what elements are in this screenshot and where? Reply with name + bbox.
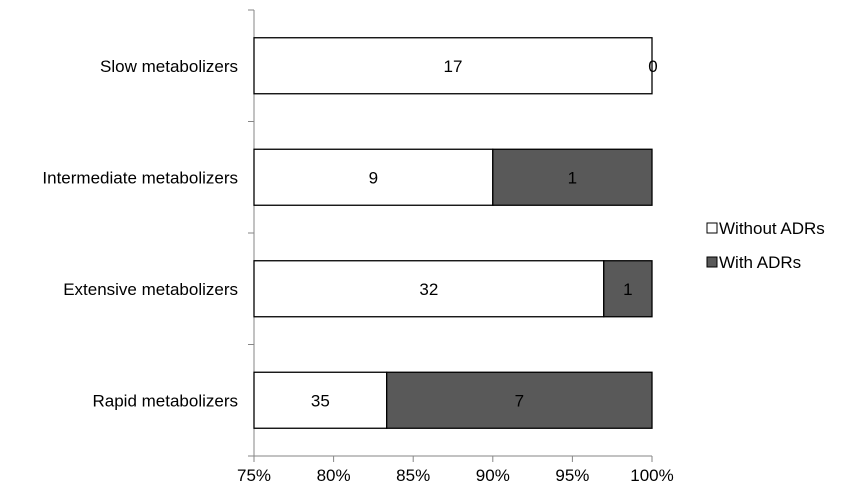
bar-segment <box>253 260 605 318</box>
data-label: 7 <box>515 391 524 410</box>
data-label: 1 <box>623 280 632 299</box>
legend-swatch <box>706 222 718 234</box>
category-label: Slow metabolizers <box>100 57 238 76</box>
legend-label: With ADRs <box>719 253 801 272</box>
data-label: 35 <box>311 391 330 410</box>
legend-label: Without ADRs <box>719 219 825 238</box>
bar-segment <box>386 371 653 429</box>
bar-segment <box>253 37 653 95</box>
x-tick-label: 75% <box>237 466 271 485</box>
bar-segment <box>253 371 388 429</box>
category-label: Extensive metabolizers <box>63 280 238 299</box>
legend: Without ADRs With ADRs <box>706 219 825 272</box>
data-label: 9 <box>369 168 378 187</box>
x-tick-label: 80% <box>317 466 351 485</box>
data-label: 32 <box>419 280 438 299</box>
x-tick-label: 90% <box>476 466 510 485</box>
x-tick-label: 95% <box>555 466 589 485</box>
data-label: 0 <box>648 57 657 76</box>
bar-segment <box>253 148 494 206</box>
data-label: 17 <box>444 57 463 76</box>
bar-segment <box>603 260 653 318</box>
x-tick-labels: 75% 80% 85% 90% 95% 100% <box>237 466 674 485</box>
category-labels: Slow metabolizers Intermediate metabolize… <box>42 57 238 411</box>
category-label: Rapid metabolizers <box>92 391 238 410</box>
data-label: 1 <box>568 168 577 187</box>
legend-swatch <box>706 256 718 268</box>
category-label: Intermediate metabolizers <box>42 168 238 187</box>
bars: 17 0 9 1 32 1 35 7 <box>253 37 658 429</box>
bar-segment <box>492 148 653 206</box>
x-tick-label: 100% <box>630 466 673 485</box>
x-tick-label: 85% <box>396 466 430 485</box>
